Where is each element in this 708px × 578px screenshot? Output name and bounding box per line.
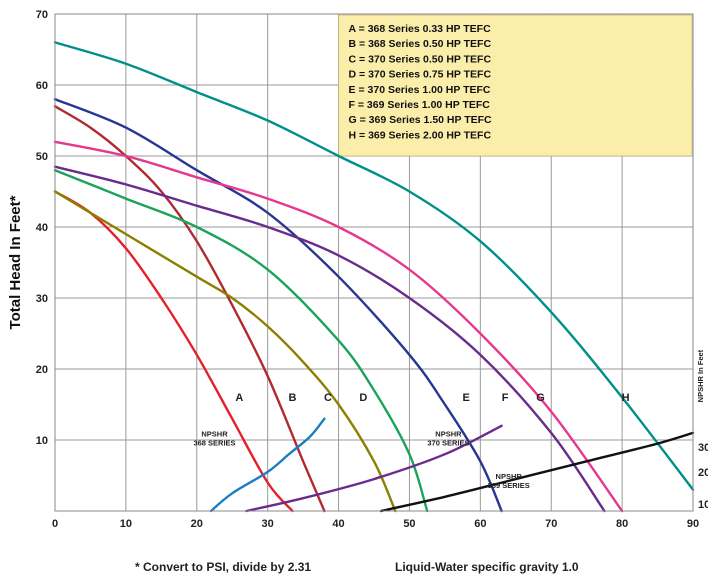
npshr-curve [245,424,503,513]
npshr-label: NPSHR [496,472,523,481]
right-tick-label: 30 [698,442,708,454]
y-tick-label: 60 [36,80,48,92]
npshr-label: 370 SERIES [427,438,469,447]
footnote-psi: * Convert to PSI, divide by 2.31 [135,560,311,574]
pump-curve-g [53,140,624,513]
x-tick-label: 80 [616,518,628,530]
legend-box [338,14,693,157]
y-axis-label: Total Head In Feet* [7,195,24,329]
x-axis-ticks: 0 10 20 30 40 50 60 70 80 90 [52,518,699,530]
legend-entry: B = 368 Series 0.50 HP TEFC [349,38,492,50]
pump-curve-c [53,190,397,513]
legend-entry: E = 370 Series 1.00 HP TEFC [349,84,491,96]
npshr-curves [209,417,695,513]
x-tick-label: 30 [262,518,274,530]
y-tick-label: 40 [36,222,48,234]
y-tick-label: 10 [36,435,48,447]
x-tick-label: 90 [687,518,699,530]
legend-entry: D = 370 Series 0.75 HP TEFC [349,69,492,81]
right-tick-label: 10 [698,499,708,511]
npshr-label: 368 SERIES [193,438,235,447]
legend: A = 368 Series 0.33 HP TEFC B = 368 Serie… [338,14,693,157]
curve-label-d: D [359,392,367,404]
npshr-label: NPSHR [201,429,228,438]
curve-label-f: F [502,392,509,404]
curve-label-c: C [324,392,332,404]
right-axis-label: NPSHR In Feet [696,349,705,402]
y-tick-label: 50 [36,151,48,163]
x-tick-label: 60 [474,518,486,530]
x-tick-label: 10 [120,518,132,530]
npshr-curve [209,417,326,513]
npshr-label: 369 SERIES [488,481,530,490]
pump-curve-d [53,169,429,513]
x-tick-label: 0 [52,518,58,530]
pump-curve-e [53,98,503,513]
curve-label-h: H [622,392,630,404]
y-tick-label: 30 [36,293,48,305]
right-axis-ticks: 30 20 10 [698,442,708,511]
pump-curve-h [53,41,695,491]
x-tick-label: 50 [403,518,415,530]
x-tick-label: 40 [332,518,344,530]
y-axis-ticks: 10 20 30 40 50 60 70 [36,9,48,447]
y-tick-label: 70 [36,9,48,21]
pump-curve-b [53,105,326,513]
legend-entry: G = 369 Series 1.50 HP TEFC [349,114,493,126]
curve-label-g: G [536,392,545,404]
curve-label-a: A [235,392,243,404]
x-tick-label: 20 [191,518,203,530]
y-tick-label: 20 [36,364,48,376]
curve-label-b: B [289,392,297,404]
footnote-specific-gravity: Liquid-Water specific gravity 1.0 [395,560,579,574]
legend-entry: C = 370 Series 0.50 HP TEFC [349,53,492,65]
x-tick-label: 70 [545,518,557,530]
pump-curve-f [53,165,606,513]
legend-entry: A = 368 Series 0.33 HP TEFC [349,23,492,35]
legend-entry: H = 369 Series 2.00 HP TEFC [349,129,492,141]
legend-entry: F = 369 Series 1.00 HP TEFC [349,99,491,111]
curve-label-e: E [462,392,469,404]
npshr-label: NPSHR [435,429,462,438]
plot-border [54,13,694,512]
pump-curves [53,41,695,513]
npshr-curve [379,431,695,513]
right-tick-label: 20 [698,467,708,479]
